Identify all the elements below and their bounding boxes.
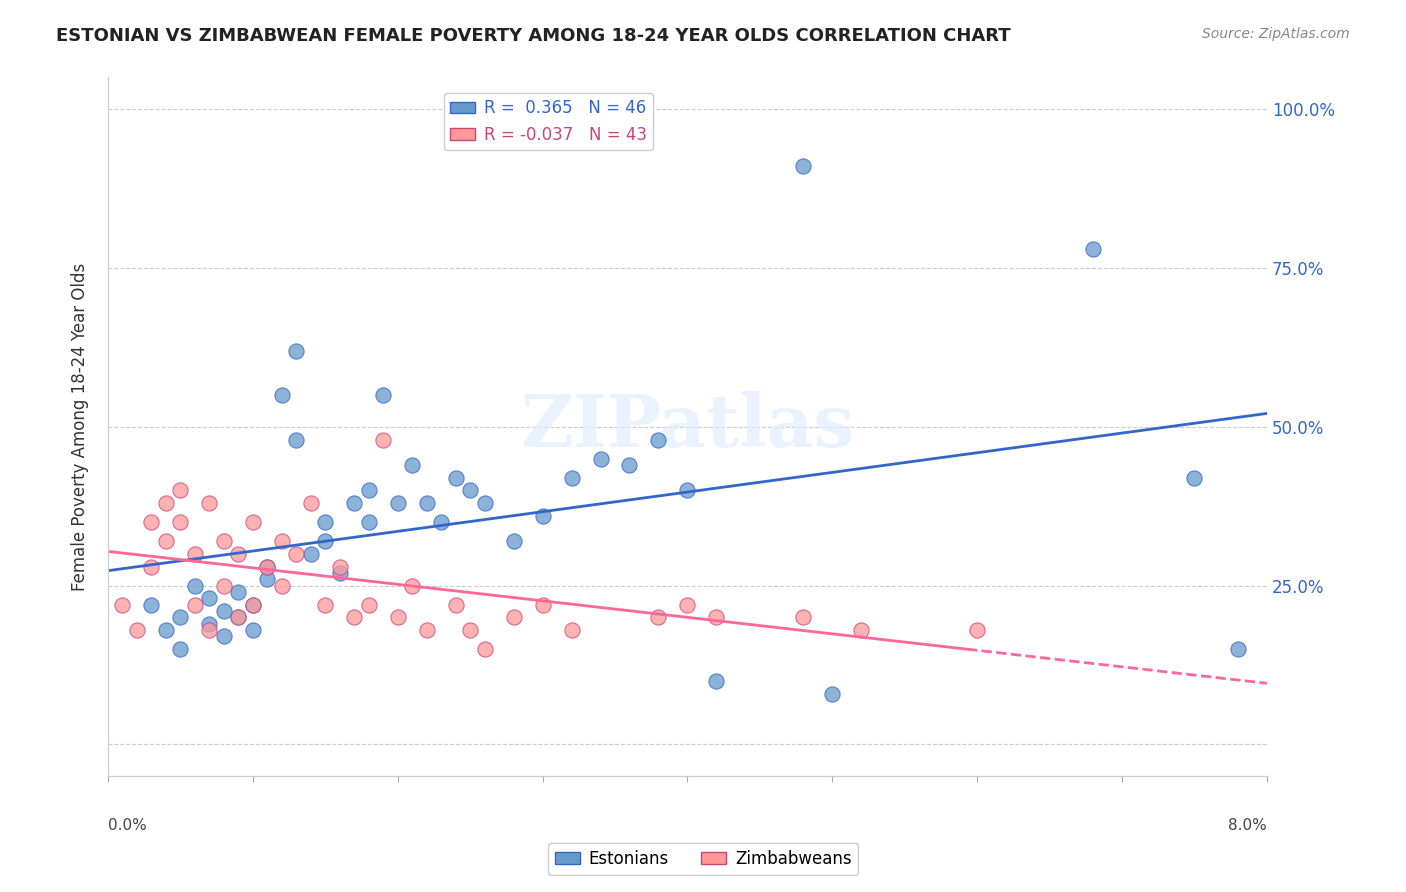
Point: [141, 515, 163, 529]
Point: [242, 598, 264, 612]
Point: [357, 483, 380, 498]
Point: [212, 629, 235, 643]
Point: [314, 534, 336, 549]
Point: [169, 642, 191, 657]
Text: 8.0%: 8.0%: [1229, 818, 1267, 833]
Point: [329, 559, 352, 574]
Point: [502, 610, 524, 624]
Point: [228, 547, 250, 561]
Point: [706, 673, 728, 688]
Point: [169, 610, 191, 624]
Point: [851, 623, 873, 637]
Legend: R =  0.365   N = 46, R = -0.037   N = 43: R = 0.365 N = 46, R = -0.037 N = 43: [443, 93, 654, 151]
Point: [343, 496, 366, 510]
Y-axis label: Female Poverty Among 18-24 Year Olds: Female Poverty Among 18-24 Year Olds: [72, 262, 89, 591]
Point: [458, 623, 481, 637]
Point: [561, 470, 583, 484]
Point: [415, 496, 437, 510]
Point: [212, 604, 235, 618]
Point: [270, 388, 292, 402]
Point: [401, 458, 423, 472]
Point: [314, 515, 336, 529]
Point: [647, 433, 669, 447]
Point: [619, 458, 641, 472]
Point: [141, 559, 163, 574]
Point: [125, 623, 148, 637]
Point: [285, 343, 308, 358]
Point: [155, 623, 177, 637]
Point: [647, 610, 669, 624]
Point: [792, 610, 814, 624]
Point: [676, 598, 699, 612]
Point: [706, 610, 728, 624]
Point: [242, 515, 264, 529]
Point: [401, 579, 423, 593]
Point: [357, 515, 380, 529]
Point: [270, 534, 292, 549]
Point: [141, 598, 163, 612]
Point: [299, 547, 322, 561]
Point: [444, 598, 467, 612]
Point: [184, 547, 207, 561]
Text: ESTONIAN VS ZIMBABWEAN FEMALE POVERTY AMONG 18-24 YEAR OLDS CORRELATION CHART: ESTONIAN VS ZIMBABWEAN FEMALE POVERTY AM…: [56, 27, 1011, 45]
Point: [474, 496, 496, 510]
Point: [387, 610, 409, 624]
Point: [329, 566, 352, 580]
Legend: Estonians, Zimbabweans: Estonians, Zimbabweans: [548, 844, 858, 875]
Point: [531, 598, 554, 612]
Point: [285, 433, 308, 447]
Point: [589, 451, 612, 466]
Point: [184, 579, 207, 593]
Point: [373, 388, 395, 402]
Point: [387, 496, 409, 510]
Point: [357, 598, 380, 612]
Point: [270, 579, 292, 593]
Point: [1081, 242, 1104, 256]
Point: [155, 496, 177, 510]
Point: [242, 623, 264, 637]
Text: 0.0%: 0.0%: [108, 818, 146, 833]
Point: [458, 483, 481, 498]
Point: [966, 623, 988, 637]
Text: ZIPatlas: ZIPatlas: [520, 392, 855, 462]
Point: [256, 572, 278, 586]
Point: [198, 623, 221, 637]
Point: [155, 534, 177, 549]
Point: [242, 598, 264, 612]
Point: [474, 642, 496, 657]
Point: [1226, 642, 1249, 657]
Point: [212, 534, 235, 549]
Point: [299, 496, 322, 510]
Point: [676, 483, 699, 498]
Point: [314, 598, 336, 612]
Point: [256, 559, 278, 574]
Point: [111, 598, 134, 612]
Point: [531, 508, 554, 523]
Point: [198, 616, 221, 631]
Point: [444, 470, 467, 484]
Point: [169, 483, 191, 498]
Point: [184, 598, 207, 612]
Point: [198, 496, 221, 510]
Point: [169, 515, 191, 529]
Point: [792, 160, 814, 174]
Point: [373, 433, 395, 447]
Point: [821, 687, 844, 701]
Point: [430, 515, 453, 529]
Point: [502, 534, 524, 549]
Text: Source: ZipAtlas.com: Source: ZipAtlas.com: [1202, 27, 1350, 41]
Point: [1184, 470, 1206, 484]
Point: [228, 610, 250, 624]
Point: [415, 623, 437, 637]
Point: [228, 585, 250, 599]
Point: [212, 579, 235, 593]
Point: [561, 623, 583, 637]
Point: [198, 591, 221, 606]
Point: [256, 559, 278, 574]
Point: [285, 547, 308, 561]
Point: [343, 610, 366, 624]
Point: [228, 610, 250, 624]
